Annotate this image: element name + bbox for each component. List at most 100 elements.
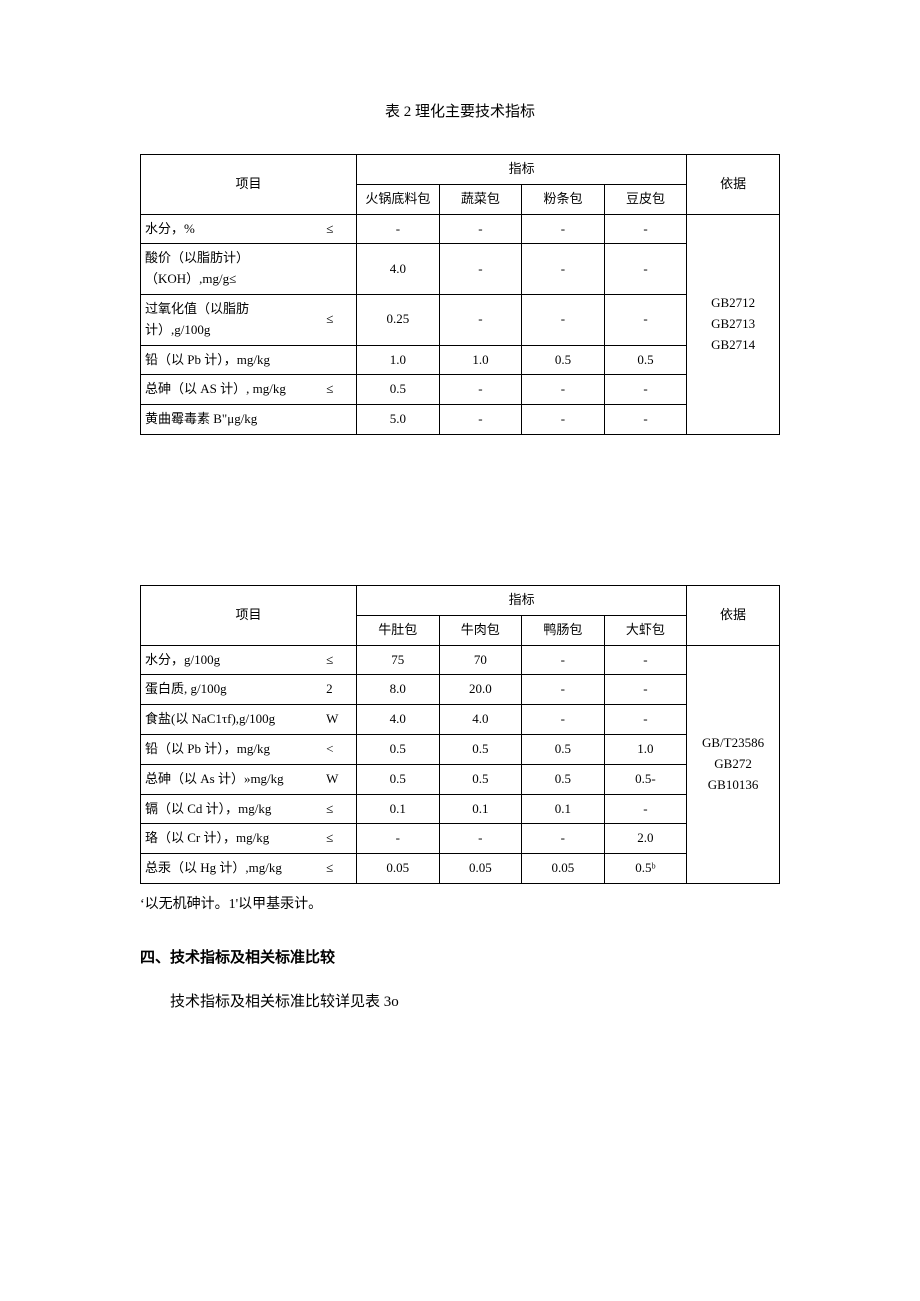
cell-value: 1.0 bbox=[439, 345, 522, 375]
table-row: 总砷（以 AS 计）, mg/kg≤0.5--- bbox=[141, 375, 780, 405]
subcol: 豆皮包 bbox=[604, 184, 687, 214]
cell-value: - bbox=[522, 214, 605, 244]
row-operator: ≤ bbox=[320, 375, 356, 405]
cell-value: - bbox=[604, 405, 687, 435]
col-item: 项目 bbox=[141, 155, 357, 215]
cell-value: 0.5 bbox=[604, 345, 687, 375]
col-item: 项目 bbox=[141, 585, 357, 645]
cell-value: - bbox=[604, 375, 687, 405]
subcol: 火锅底料包 bbox=[357, 184, 440, 214]
row-operator: W bbox=[320, 705, 356, 735]
cell-value: 0.5 bbox=[522, 734, 605, 764]
cell-value: - bbox=[439, 214, 522, 244]
basis-cell: GB2712GB2713GB2714 bbox=[687, 214, 780, 434]
row-operator bbox=[320, 405, 356, 435]
table-header-row: 项目 指标 依据 bbox=[141, 585, 780, 615]
row-operator: ≤ bbox=[320, 824, 356, 854]
cell-value: - bbox=[439, 824, 522, 854]
table-row: 铅（以 Pb 计），mg/kg<0.50.50.51.0 bbox=[141, 734, 780, 764]
table-footnote: ‘以无机砷计。1'以甲基汞计。 bbox=[140, 894, 780, 916]
subcol: 牛肉包 bbox=[439, 615, 522, 645]
row-operator: ≤ bbox=[320, 794, 356, 824]
row-operator: ≤ bbox=[320, 854, 356, 884]
cell-value: 0.05 bbox=[357, 854, 440, 884]
row-name: 黄曲霉毒素 B"μg/kg bbox=[141, 405, 321, 435]
row-operator: ≤ bbox=[320, 214, 356, 244]
table-row: 水分，%≤----GB2712GB2713GB2714 bbox=[141, 214, 780, 244]
cell-value: - bbox=[604, 794, 687, 824]
cell-value: 4.0 bbox=[357, 705, 440, 735]
row-name: 铅（以 Pb 计），mg/kg bbox=[141, 734, 321, 764]
cell-value: - bbox=[604, 645, 687, 675]
cell-value: 0.05 bbox=[439, 854, 522, 884]
table-row: 黄曲霉毒素 B"μg/kg5.0--- bbox=[141, 405, 780, 435]
col-index: 指标 bbox=[357, 585, 687, 615]
cell-value: 0.5 bbox=[357, 734, 440, 764]
section-heading: 四、技术指标及相关标准比较 bbox=[140, 946, 780, 970]
row-name: 水分，g/100g bbox=[141, 645, 321, 675]
cell-value: - bbox=[522, 405, 605, 435]
cell-value: 0.5ᵇ bbox=[604, 854, 687, 884]
table-row: 总汞（以 Hg 计）,mg/kg≤0.050.050.050.5ᵇ bbox=[141, 854, 780, 884]
cell-value: - bbox=[439, 294, 522, 345]
cell-value: 20.0 bbox=[439, 675, 522, 705]
basis-line: GB2713 bbox=[693, 314, 773, 335]
basis-line: GB2714 bbox=[693, 335, 773, 356]
row-operator: 2 bbox=[320, 675, 356, 705]
basis-line: GB2712 bbox=[693, 293, 773, 314]
subcol: 大虾包 bbox=[604, 615, 687, 645]
row-name: 总砷（以 As 计）»mg/kg bbox=[141, 764, 321, 794]
table-header-row: 项目 指标 依据 bbox=[141, 155, 780, 185]
cell-value: 0.1 bbox=[522, 794, 605, 824]
cell-value: 0.05 bbox=[522, 854, 605, 884]
cell-value: 0.5- bbox=[604, 764, 687, 794]
col-basis: 依据 bbox=[687, 155, 780, 215]
row-name: 水分，% bbox=[141, 214, 321, 244]
subcol: 蔬菜包 bbox=[439, 184, 522, 214]
col-index: 指标 bbox=[357, 155, 687, 185]
cell-value: - bbox=[522, 244, 605, 295]
table-caption: 表 2 理化主要技术指标 bbox=[140, 100, 780, 124]
table-row: 酸价（以脂肪计）（KOH）,mg/g≤4.0--- bbox=[141, 244, 780, 295]
section-paragraph: 技术指标及相关标准比较详见表 3o bbox=[140, 990, 780, 1014]
table-row: 食盐(以 NaC1τf),g/100gW4.04.0-- bbox=[141, 705, 780, 735]
row-operator: ≤ bbox=[320, 645, 356, 675]
cell-value: - bbox=[439, 405, 522, 435]
row-name: 蛋白质, g/100g bbox=[141, 675, 321, 705]
cell-value: 0.25 bbox=[357, 294, 440, 345]
cell-value: 0.5 bbox=[357, 375, 440, 405]
cell-value: 4.0 bbox=[357, 244, 440, 295]
table-row: 过氧化值（以脂肪计）,g/100g≤0.25--- bbox=[141, 294, 780, 345]
row-operator bbox=[320, 244, 356, 295]
cell-value: 2.0 bbox=[604, 824, 687, 854]
basis-cell: GB/T23586GB272GB10136 bbox=[687, 645, 780, 883]
cell-value: 0.1 bbox=[357, 794, 440, 824]
cell-value: - bbox=[522, 645, 605, 675]
row-name: 镉（以 Cd 计），mg/kg bbox=[141, 794, 321, 824]
basis-line: GB10136 bbox=[693, 775, 773, 796]
cell-value: 0.1 bbox=[439, 794, 522, 824]
table-2: 项目 指标 依据 牛肚包 牛肉包 鸭肠包 大虾包 水分，g/100g≤7570-… bbox=[140, 585, 780, 884]
cell-value: - bbox=[604, 214, 687, 244]
row-name: 总砷（以 AS 计）, mg/kg bbox=[141, 375, 321, 405]
row-operator: ≤ bbox=[320, 294, 356, 345]
cell-value: - bbox=[604, 244, 687, 295]
subcol: 牛肚包 bbox=[357, 615, 440, 645]
cell-value: 5.0 bbox=[357, 405, 440, 435]
col-basis: 依据 bbox=[687, 585, 780, 645]
row-name: 珞（以 Cr 计），mg/kg bbox=[141, 824, 321, 854]
row-name: 食盐(以 NaC1τf),g/100g bbox=[141, 705, 321, 735]
cell-value: 4.0 bbox=[439, 705, 522, 735]
cell-value: - bbox=[357, 214, 440, 244]
cell-value: - bbox=[604, 294, 687, 345]
cell-value: - bbox=[522, 375, 605, 405]
cell-value: - bbox=[522, 294, 605, 345]
cell-value: 1.0 bbox=[604, 734, 687, 764]
basis-line: GB272 bbox=[693, 754, 773, 775]
subcol: 鸭肠包 bbox=[522, 615, 605, 645]
row-name: 过氧化值（以脂肪计）,g/100g bbox=[141, 294, 321, 345]
cell-value: 1.0 bbox=[357, 345, 440, 375]
cell-value: 0.5 bbox=[439, 734, 522, 764]
cell-value: - bbox=[439, 244, 522, 295]
table-1: 项目 指标 依据 火锅底料包 蔬菜包 粉条包 豆皮包 水分，%≤----GB27… bbox=[140, 154, 780, 435]
